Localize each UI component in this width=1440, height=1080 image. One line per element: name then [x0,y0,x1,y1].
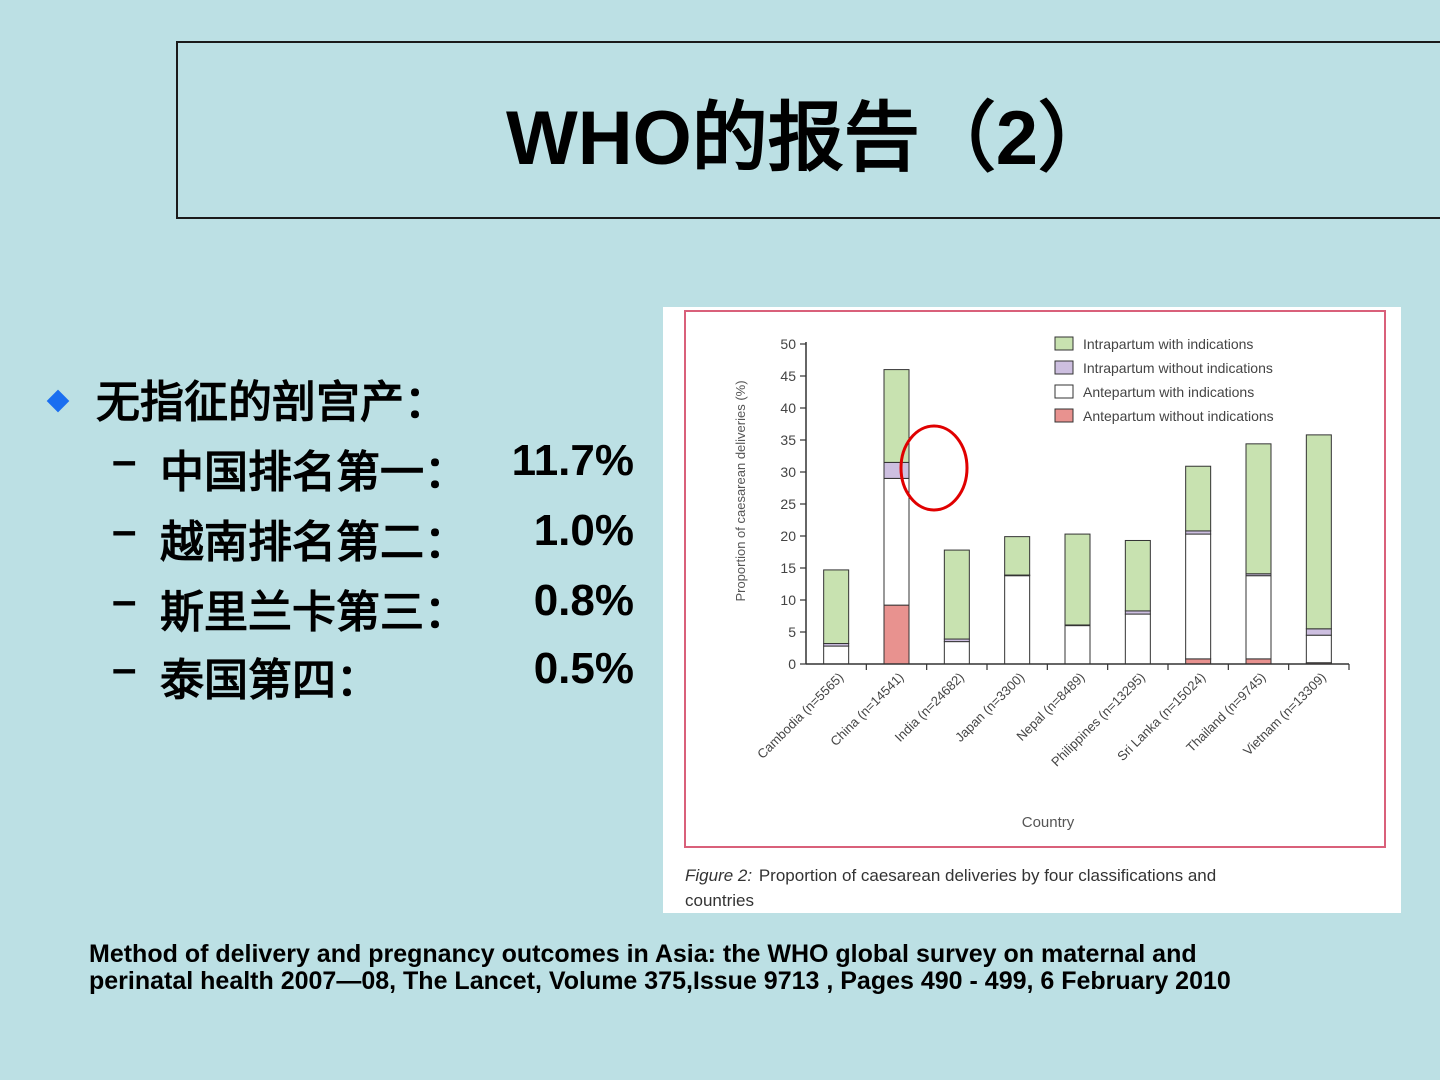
sub-bullet-dash: – [112,506,137,555]
bar-segment [883,477,910,606]
citation-line-1: Method of delivery and pregnancy outcome… [89,940,1197,968]
bar-segment [1305,628,1332,636]
legend-swatch [1054,408,1074,423]
slide-title: WHO的报告（2） [506,96,1114,181]
sub-bullet-dash: – [112,436,137,485]
sub-bullet-value: 0.5% [533,644,634,693]
caption-label: Figure 2: [685,866,752,885]
bar-segment [1004,536,1031,576]
bar-segment [1064,533,1091,626]
bar-segment [823,645,850,665]
x-tick-label: Cambodia (n=5565) [754,670,846,762]
bar-segment [943,549,970,640]
legend-label: Intrapartum without indications [1083,360,1273,376]
y-tick-label: 45 [780,368,796,384]
y-tick-label: 40 [780,400,796,416]
main-bullet: 无指征的剖宫产： [96,378,448,427]
y-tick-label: 20 [780,528,796,544]
figure-frame [684,310,1386,848]
bar-segment [1245,658,1272,665]
caption-text: Proportion of caesarean deliveries by fo… [759,866,1216,885]
legend-label: Intrapartum with indications [1083,336,1253,352]
y-tick-label: 50 [780,336,796,352]
sub-bullet-label: 越南排名第二： [160,518,468,567]
bar-segment [883,604,910,665]
bar-segment [1185,533,1212,660]
legend-swatch [1054,360,1074,375]
bar-segment [1305,634,1332,664]
sub-bullet-dash: – [112,644,137,693]
bar-segment [1004,575,1031,665]
bar-segment [1185,658,1212,665]
bar-segment [1245,443,1272,575]
svg-text:Figure 2: Proportion of: Figure 2: Proportion of caesarean delive… [685,866,1216,885]
y-tick-label: 25 [780,496,796,512]
y-tick-label: 35 [780,432,796,448]
y-tick-label: 10 [780,592,796,608]
bar-segment [943,641,970,665]
legend-label: Antepartum with indications [1083,384,1254,400]
sub-bullet-label: 中国排名第一： [160,448,468,497]
sub-bullet-label: 斯里兰卡第三： [160,588,468,637]
bar-segment [883,461,910,479]
y-tick-label: 0 [788,656,796,672]
bar-segment [1185,465,1212,532]
bar-segment [823,569,850,645]
sub-bullet-thailand: – 泰国第四： 0.5% [112,644,634,705]
y-tick-label: 15 [780,560,796,576]
sub-bullet-value: 0.8% [533,576,634,625]
chart-figure: 0 5 10 15 20 25 30 35 40 45 50 Cambodia (n=5565) Chi… [663,307,1401,913]
y-tick-label: 5 [788,624,796,640]
citation: Method of delivery and pregnancy outcome… [89,941,1409,995]
bar-segment [1124,539,1151,612]
sub-bullet-value: 11.7% [511,436,634,485]
bar-segment [1064,625,1091,665]
sub-bullet-value: 1.0% [533,506,634,555]
sub-bullet-label: 泰国第四： [160,656,380,705]
bar-segment [1245,575,1272,660]
y-tick-label: 30 [780,464,796,480]
sub-bullet-vietnam: – 越南排名第二： 1.0% [112,506,634,567]
sub-bullet-china: – 中国排名第一： 11.7% [112,436,634,497]
legend-label: Antepartum without indications [1083,408,1274,424]
citation-line-2: perinatal health 2007—08, The Lancet, Vo… [89,967,1231,995]
x-axis-label: Country [1022,814,1075,831]
legend-swatch [1054,336,1074,351]
bar-segment [1305,434,1332,630]
sub-bullet-dash: – [112,576,137,625]
sub-bullet-srilanka: – 斯里兰卡第三： 0.8% [112,576,634,637]
y-axis-label: Proportion of caesarean deliveries (%) [733,380,748,601]
caption-text-2: countries [685,891,754,910]
legend-swatch [1054,384,1074,399]
bullet-diamond-icon [46,389,70,413]
highlight-circle [899,424,969,512]
title-box: WHO的报告（2） [176,41,1440,219]
bar-segment [1124,613,1151,665]
